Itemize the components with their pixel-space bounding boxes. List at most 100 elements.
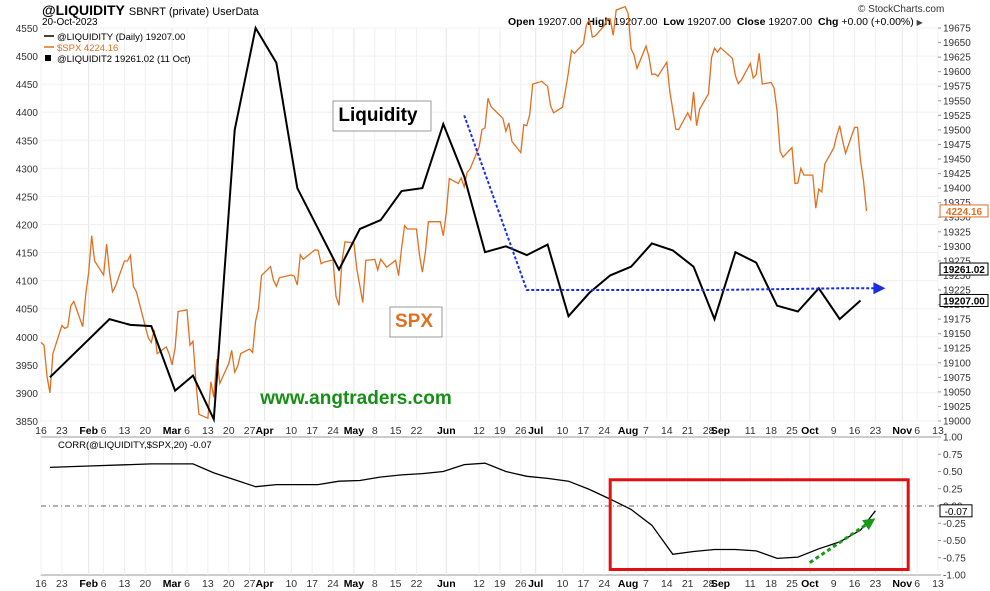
left-axis-tick-label: 4250: [16, 192, 39, 203]
x-tick-label: 6: [101, 425, 107, 437]
right-axis-tick-label: 19375: [943, 198, 971, 209]
corr-axis-tick-label: -0.75: [943, 553, 966, 564]
x-tick-label: 13: [119, 425, 131, 437]
x-tick-label: Aug: [618, 425, 638, 437]
x-tick-label: Feb: [79, 425, 98, 437]
watermark-url-text: www.angtraders.com: [259, 388, 451, 409]
chg-label: Chg: [818, 16, 839, 28]
x-tick-label: 10: [557, 425, 569, 437]
symbol-description: SBNRT (private) UserData: [128, 6, 259, 18]
right-axis-tick-label: 19100: [943, 358, 971, 369]
x-tick-label: 13: [119, 578, 131, 590]
x-tick-label: 27: [244, 425, 256, 437]
corr-trend-line: [809, 521, 871, 564]
close-label: Close: [736, 16, 766, 28]
right-axis-tick-label: 19600: [943, 67, 971, 78]
x-tick-label: Jul: [528, 425, 543, 437]
right-axis-tick-label: 19675: [943, 24, 971, 35]
left-axis-tick-label: 4550: [16, 24, 39, 35]
right-axis-tick-label: 19525: [943, 111, 971, 122]
x-tick-label: 17: [578, 578, 590, 590]
legend-entry: $SPX 4224.16: [57, 43, 118, 54]
x-tick-label: 17: [578, 425, 590, 437]
right-axis-tick-label: 19650: [943, 38, 971, 49]
x-tick-label: 21: [682, 425, 694, 437]
x-tick-label: 6: [914, 425, 920, 437]
left-axis-tick-label: 4400: [16, 108, 39, 119]
corr-axis-tick-label: 0.50: [943, 467, 963, 478]
right-value-label: 19207.00: [943, 296, 985, 307]
right-axis-tick-label: 19075: [943, 373, 971, 384]
spx-annotation-box: [389, 306, 443, 338]
x-tick-label: Sep: [711, 425, 730, 437]
x-tick-label: 13: [932, 578, 944, 590]
right-axis-tick-label: 19450: [943, 155, 971, 166]
x-tick-label: Apr: [255, 425, 273, 437]
spx-series-line: [40, 5, 868, 420]
x-tick-label: 25: [786, 578, 798, 590]
x-tick-label: 22: [411, 578, 423, 590]
x-tick-label: 25: [786, 425, 798, 437]
right-value-box: [939, 262, 989, 276]
ohlc-readout: Open 19207.00 High 19207.00 Low 19207.00…: [508, 16, 923, 28]
left-axis-tick-label: 4450: [16, 80, 39, 91]
corr-axis-tick-label: -0.25: [943, 519, 966, 530]
left-axis-tick-label: 4200: [16, 221, 39, 232]
right-axis-tick-label: 19275: [943, 256, 971, 267]
main-price-pane: 16 23 Feb 6 13 20 Mar 6 13 20 27 Apr 10 17 24 May 8 15 22 J…: [16, 5, 989, 437]
corr-axis-tick-label: -0.50: [943, 536, 966, 547]
corr-series-line: [49, 462, 876, 560]
chart-date: 20-Oct-2023: [42, 17, 98, 28]
x-tick-label: May: [344, 425, 365, 437]
x-tick-label: 22: [411, 425, 423, 437]
brand-label: © StockCharts.com: [858, 4, 945, 15]
x-tick-label: Mar: [163, 425, 182, 437]
x-tick-label: 13: [202, 425, 214, 437]
left-axis-tick-label: 4150: [16, 249, 39, 260]
x-tick-label: 20: [139, 578, 151, 590]
x-tick-label: 15: [390, 425, 402, 437]
x-tick-label: 24: [327, 578, 339, 590]
x-tick-label: Jul: [528, 578, 543, 590]
right-axis-tick-label: 19400: [943, 184, 971, 195]
spx-annotation-text: SPX: [395, 311, 433, 332]
left-axis-tick-label: 4350: [16, 136, 39, 147]
x-tick-label: Mar: [163, 578, 182, 590]
x-tick-label: 11: [745, 425, 756, 437]
x-tick-label: 15: [390, 578, 402, 590]
x-tick-label: 16: [35, 425, 47, 437]
x-tick-label: 6: [101, 578, 107, 590]
x-tick-label: 20: [223, 425, 235, 437]
corr-axis-tick-label: 0.25: [943, 484, 963, 495]
corr-value-label: -0.07: [945, 507, 968, 518]
high-value: 19207.00: [613, 16, 658, 28]
right-axis-tick-label: 19250: [943, 271, 971, 282]
x-tick-label: Nov: [892, 578, 912, 590]
x-tick-label: Jun: [437, 578, 456, 590]
right-axis-tick-label: 19125: [943, 344, 971, 355]
symbol-text: @LIQUIDITY: [42, 2, 125, 18]
corr-trend-arrow-head: [862, 518, 876, 531]
right-value-label: 4224.16: [946, 207, 983, 218]
corr-title: CORR(@LIQUIDITY,$SPX,20) -0.07: [58, 440, 212, 451]
x-tick-label: 23: [870, 578, 882, 590]
liquidity-annotation-text: Liquidity: [338, 105, 418, 126]
right-axis-tick-label: 19325: [943, 227, 971, 238]
x-tick-label: 13: [202, 578, 214, 590]
x-tick-label: 12: [473, 425, 485, 437]
right-axis-tick-label: 19025: [943, 402, 971, 413]
close-value: 19207.00: [768, 16, 813, 28]
right-axis-tick-label: 19575: [943, 82, 971, 93]
left-axis-tick-label: 3900: [16, 389, 39, 400]
x-tick-label: 12: [473, 578, 485, 590]
chart-symbol: @LIQUIDITY SBNRT (private) UserData: [42, 2, 259, 18]
left-axis-tick-label: 4100: [16, 277, 39, 288]
x-tick-label: 11: [745, 578, 756, 590]
x-tick-label: 28: [703, 578, 715, 590]
x-tick-label: 28: [703, 425, 715, 437]
left-axis-tick-label: 4000: [16, 333, 39, 344]
x-tick-label: Oct: [801, 578, 819, 590]
x-tick-label: Nov: [892, 425, 912, 437]
x-tick-label: 19: [494, 425, 506, 437]
x-tick-label: 10: [285, 578, 297, 590]
